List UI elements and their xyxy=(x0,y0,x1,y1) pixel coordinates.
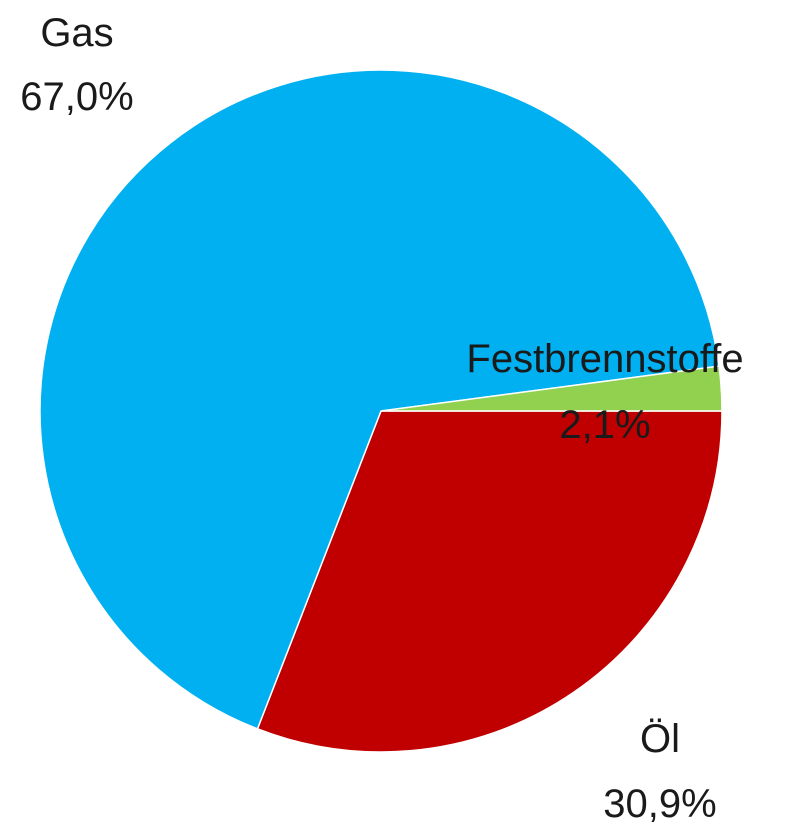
label-oel-name: Öl xyxy=(640,717,680,761)
pie-labels: Gas 67,0% Festbrennstoffe 2,1% Öl 30,9% xyxy=(20,11,743,826)
label-gas-value: 67,0% xyxy=(20,75,133,119)
label-festbrennstoffe-value: 2,1% xyxy=(559,403,650,447)
pie-slice-festbrennstoffe xyxy=(380,365,723,412)
label-gas-name: Gas xyxy=(40,11,113,55)
pie-slice-gas xyxy=(39,69,720,730)
pie-slice-oel xyxy=(256,410,723,753)
pie-slices xyxy=(39,69,723,753)
label-oel-value: 30,9% xyxy=(603,782,716,826)
label-festbrennstoffe-name: Festbrennstoffe xyxy=(466,337,743,381)
